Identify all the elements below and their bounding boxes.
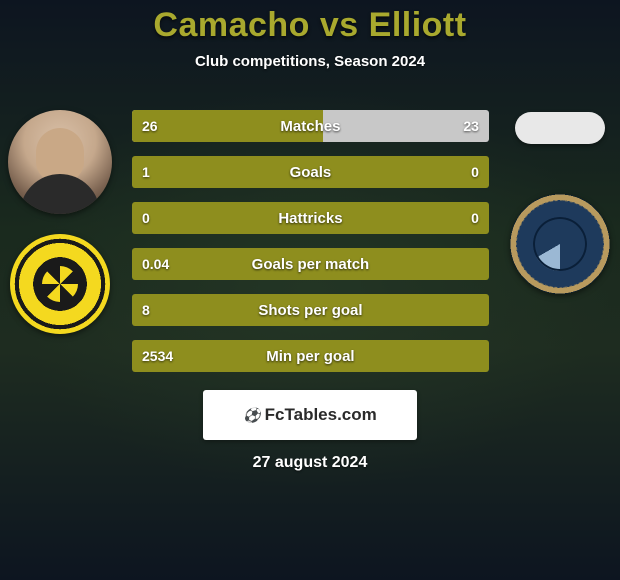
left-column <box>8 110 112 334</box>
brand-icon: ⚽ <box>243 407 260 424</box>
brand-badge[interactable]: ⚽ FcTables.com <box>203 390 417 440</box>
stat-label: Shots per goal <box>258 302 362 319</box>
stat-label: Matches <box>280 118 340 135</box>
right-column <box>509 110 612 294</box>
stat-label: Goals <box>290 164 332 181</box>
brand-label: FcTables.com <box>265 405 377 425</box>
stat-left-value: 0 <box>142 210 150 226</box>
stat-row: 0.04 Goals per match <box>132 248 489 280</box>
stat-bars: 26 Matches 23 1 Goals 0 0 Hattricks 0 0.04 Goals p… <box>132 110 489 372</box>
comparison-card: Camacho vs Elliott Club competitions, Se… <box>0 0 620 580</box>
stat-left-value: 1 <box>142 164 150 180</box>
stat-label: Goals per match <box>252 256 370 273</box>
stat-left-value: 0.04 <box>142 256 169 272</box>
stat-row: 8 Shots per goal <box>132 294 489 326</box>
main-row: 26 Matches 23 1 Goals 0 0 Hattricks 0 0.04 Goals p… <box>0 110 620 372</box>
stat-row: 0 Hattricks 0 <box>132 202 489 234</box>
player-left-avatar <box>8 110 112 214</box>
club-right-crest <box>510 194 610 294</box>
crew-checker-icon <box>42 266 78 302</box>
date-label: 27 august 2024 <box>253 454 368 472</box>
stat-left-value: 26 <box>142 118 158 134</box>
club-left-crest <box>10 234 110 334</box>
stat-right-value: 0 <box>471 164 479 180</box>
stat-left-value: 2534 <box>142 348 173 364</box>
subtitle: Club competitions, Season 2024 <box>195 53 425 70</box>
stat-left-value: 8 <box>142 302 150 318</box>
stat-label: Hattricks <box>278 210 342 227</box>
stat-row: 1 Goals 0 <box>132 156 489 188</box>
stat-right-value: 0 <box>471 210 479 226</box>
player-right-avatar-placeholder <box>515 112 605 144</box>
stat-row: 2534 Min per goal <box>132 340 489 372</box>
stat-label: Min per goal <box>266 348 354 365</box>
stat-row: 26 Matches 23 <box>132 110 489 142</box>
stat-right-value: 23 <box>463 118 479 134</box>
page-title: Camacho vs Elliott <box>153 6 466 45</box>
